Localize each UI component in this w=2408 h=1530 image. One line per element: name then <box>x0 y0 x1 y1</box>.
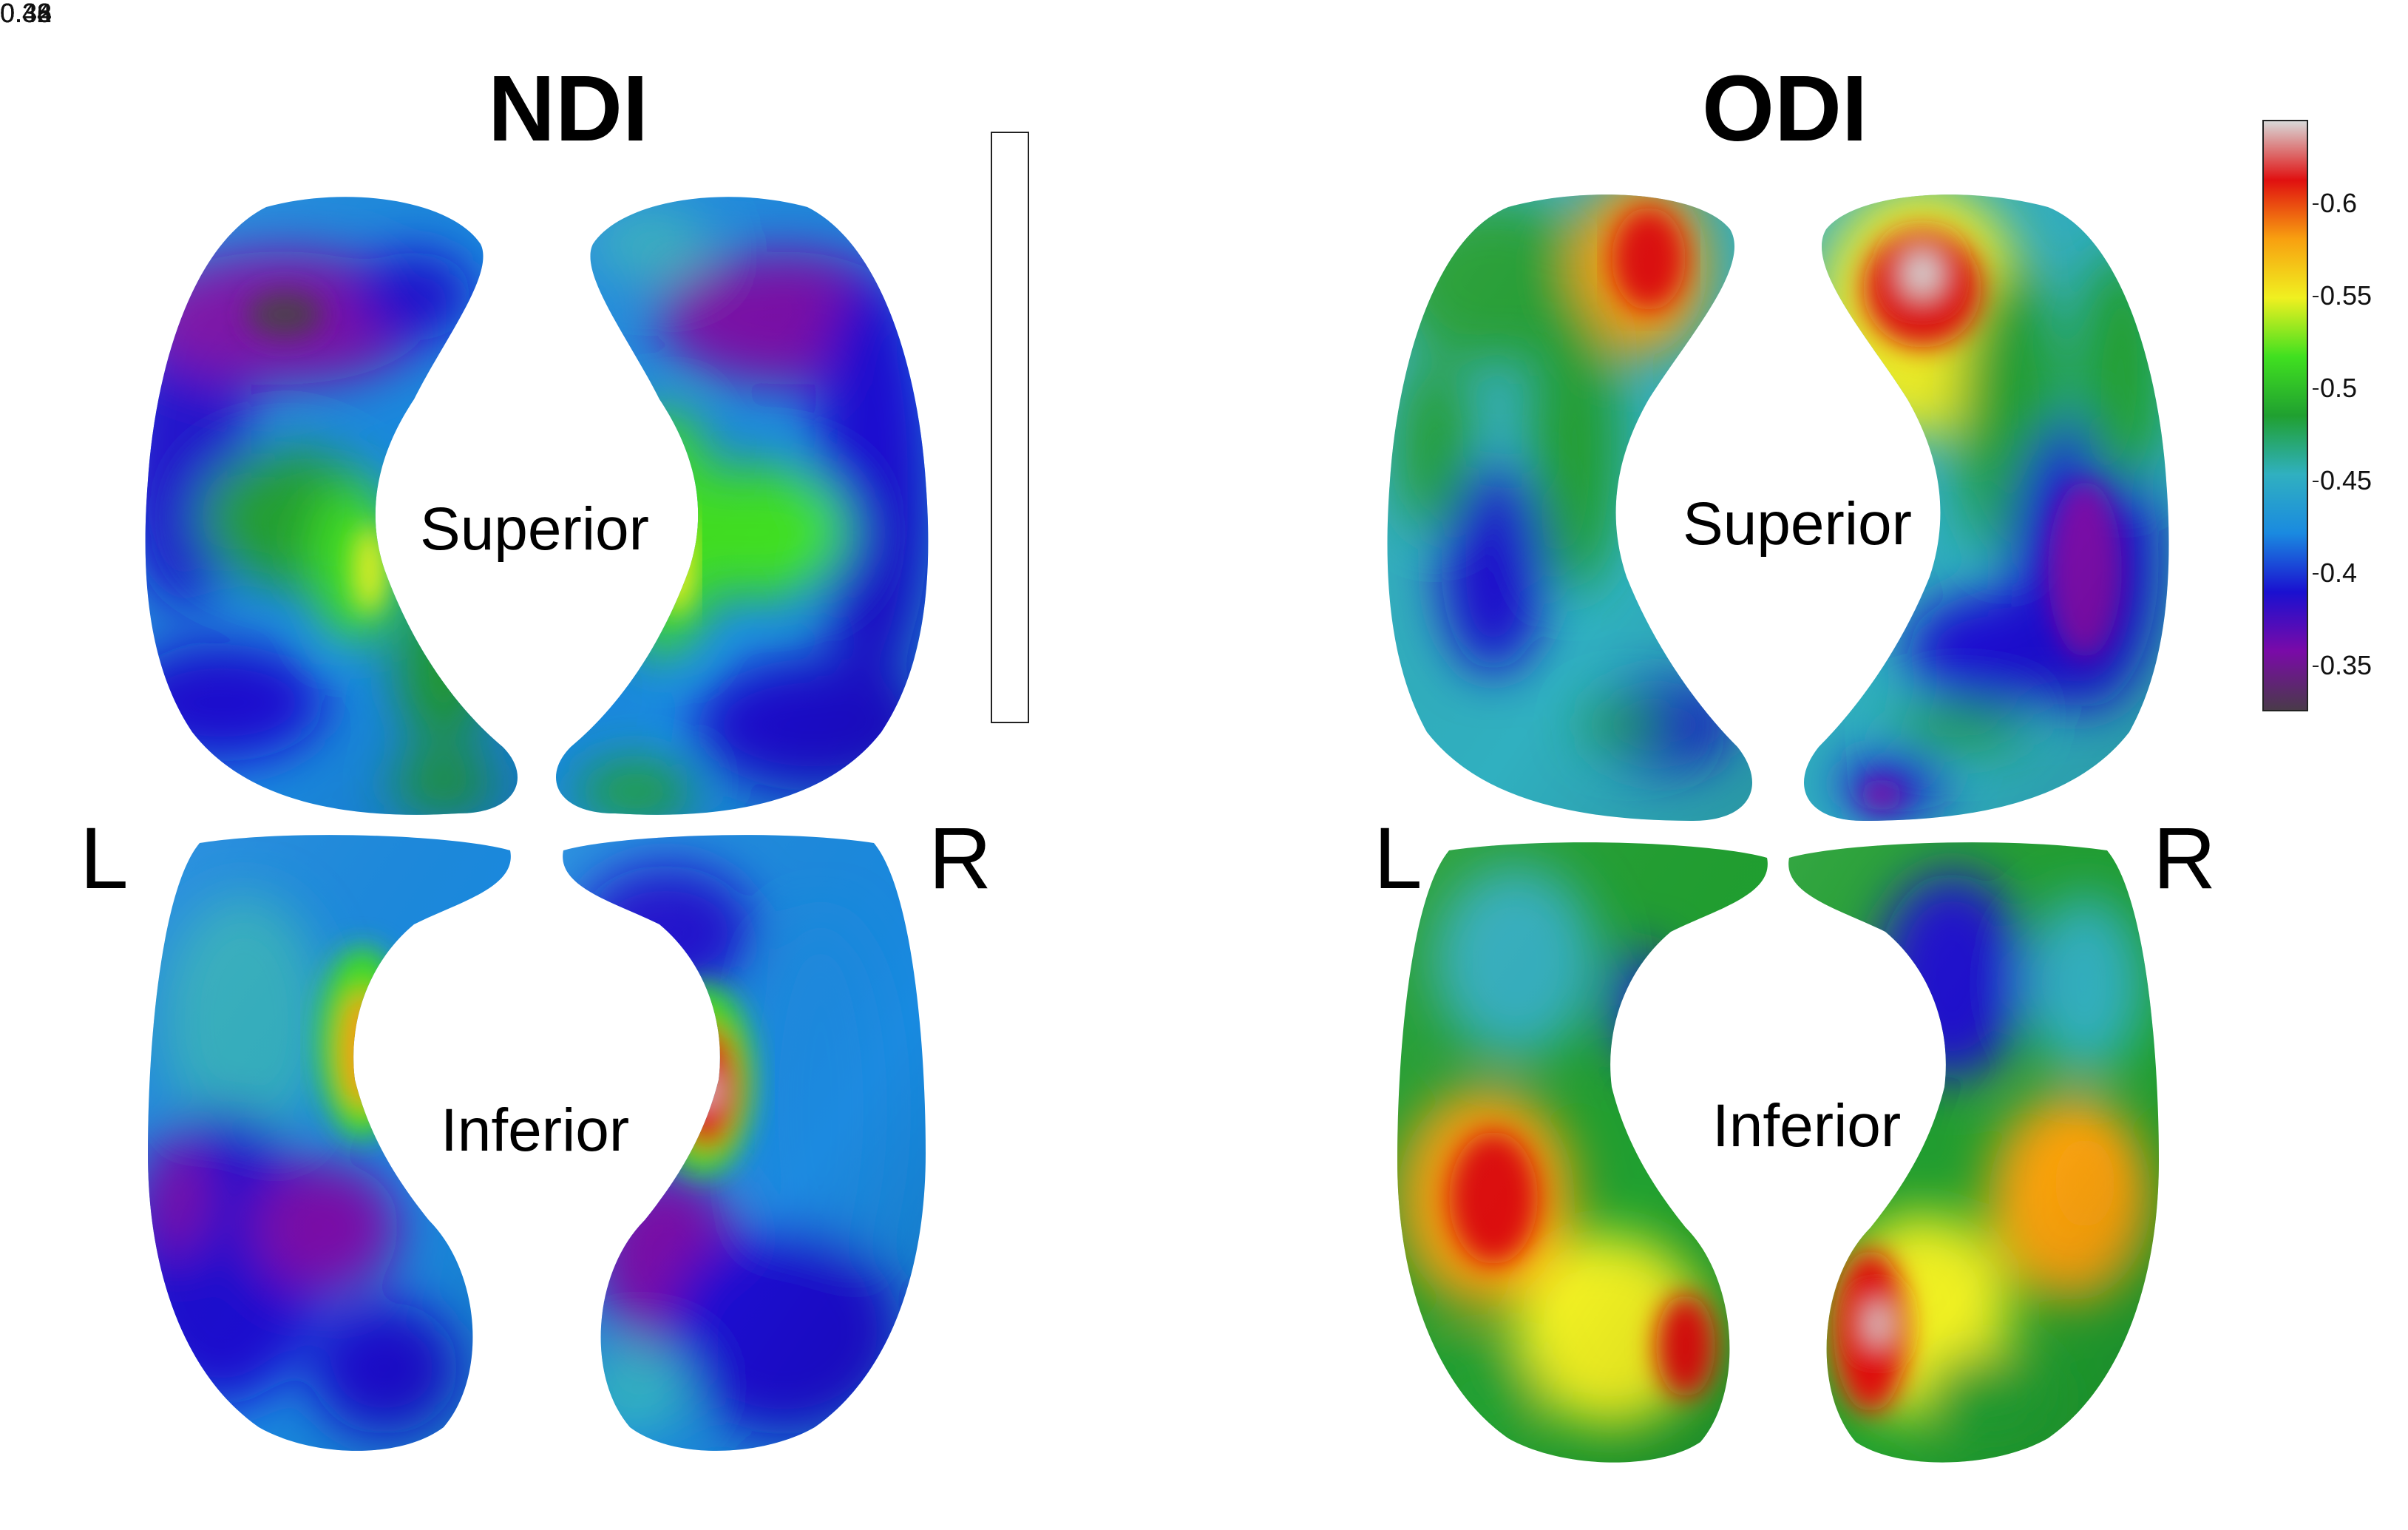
odi-inferior-label: Inferior <box>1712 1092 1902 1160</box>
odi-colorbar-tick: 0.6 <box>2312 187 2358 218</box>
ndi-colorbar <box>991 132 1029 723</box>
ndi-inferior-label: Inferior <box>441 1097 630 1164</box>
odi-superior-label: Superior <box>1683 490 1912 558</box>
odi-colorbar-tick: 0.35 <box>2312 649 2373 680</box>
odi-right-label: R <box>2153 810 2217 907</box>
odi-colorbar <box>2262 120 2308 711</box>
odi-colorbar-tick: 0.5 <box>2312 372 2358 403</box>
ndi-title: NDI <box>488 56 648 160</box>
ndi-superior-left-surface <box>145 197 518 815</box>
odi-colorbar-tick: 0.55 <box>2312 280 2373 311</box>
ndi-colorbar-tick: 0.3 <box>0 0 38 28</box>
ndi-colorbar-tick: 0.42 <box>0 0 52 28</box>
odi-title: ODI <box>1702 56 1868 160</box>
ndi-superior-label: Superior <box>420 495 649 563</box>
ndi-left-label: L <box>80 810 129 907</box>
ndi-colorbar-tick: 0.34 <box>0 0 52 28</box>
odi-colorbar-tick: 0.45 <box>2312 464 2373 495</box>
odi-colorbar-tick: 0.4 <box>2312 557 2358 588</box>
ndi-colorbar-tick: 0.38 <box>0 0 52 28</box>
odi-superior-right-surface <box>1804 194 2169 821</box>
odi-left-label: L <box>1374 810 1422 907</box>
ndi-right-label: R <box>929 810 992 907</box>
ndi-colorbar-tick: 0.46 <box>0 0 52 28</box>
